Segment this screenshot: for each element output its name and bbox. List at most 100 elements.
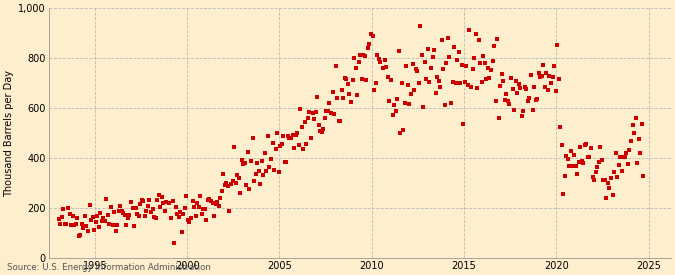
- Point: [195, 194, 206, 199]
- Point: [196, 212, 207, 216]
- Point: [421, 77, 432, 81]
- Point: [81, 224, 92, 229]
- Point: [560, 174, 570, 178]
- Point: [184, 220, 195, 224]
- Point: [475, 60, 485, 65]
- Point: [370, 81, 381, 85]
- Point: [443, 36, 454, 40]
- Point: [321, 109, 332, 114]
- Point: [618, 155, 628, 159]
- Point: [180, 205, 190, 210]
- Point: [59, 222, 70, 226]
- Point: [436, 38, 447, 42]
- Point: [213, 204, 224, 208]
- Point: [496, 72, 507, 76]
- Point: [395, 131, 406, 135]
- Point: [347, 78, 358, 82]
- Point: [88, 227, 99, 232]
- Point: [361, 78, 372, 82]
- Point: [263, 134, 273, 138]
- Point: [529, 85, 539, 90]
- Point: [157, 195, 167, 200]
- Point: [583, 155, 593, 159]
- Point: [545, 81, 556, 85]
- Point: [229, 145, 240, 149]
- Point: [360, 53, 371, 58]
- Point: [538, 63, 549, 67]
- Point: [90, 219, 101, 224]
- Point: [515, 86, 526, 90]
- Point: [610, 151, 621, 155]
- Point: [256, 158, 267, 163]
- Point: [107, 223, 118, 227]
- Point: [315, 129, 325, 133]
- Point: [253, 169, 264, 173]
- Point: [130, 205, 141, 210]
- Point: [104, 222, 115, 226]
- Point: [612, 174, 622, 179]
- Point: [506, 76, 516, 81]
- Point: [526, 73, 537, 78]
- Point: [302, 116, 313, 120]
- Point: [335, 119, 346, 123]
- Point: [587, 175, 598, 180]
- Point: [278, 133, 289, 138]
- Point: [259, 151, 270, 155]
- Point: [61, 222, 72, 226]
- Point: [123, 216, 134, 220]
- Point: [298, 147, 308, 151]
- Point: [84, 203, 95, 207]
- Point: [333, 119, 344, 123]
- Point: [385, 78, 396, 82]
- Point: [206, 199, 217, 204]
- Point: [97, 219, 107, 223]
- Point: [235, 191, 246, 195]
- Point: [495, 84, 506, 88]
- Point: [410, 67, 421, 72]
- Point: [255, 182, 266, 186]
- Point: [598, 177, 609, 182]
- Point: [423, 46, 433, 51]
- Point: [387, 112, 398, 117]
- Point: [461, 64, 472, 69]
- Point: [378, 66, 389, 71]
- Point: [601, 196, 612, 200]
- Point: [352, 93, 362, 98]
- Point: [581, 142, 592, 146]
- Point: [171, 212, 182, 216]
- Point: [99, 219, 110, 223]
- Point: [362, 46, 373, 50]
- Point: [592, 165, 603, 169]
- Point: [312, 94, 323, 99]
- Point: [614, 163, 624, 167]
- Point: [381, 65, 392, 70]
- Point: [103, 213, 113, 217]
- Point: [573, 160, 584, 164]
- Point: [638, 174, 649, 178]
- Point: [473, 38, 484, 43]
- Point: [247, 136, 258, 140]
- Point: [113, 209, 124, 214]
- Point: [456, 63, 467, 68]
- Point: [69, 222, 80, 227]
- Point: [419, 60, 430, 65]
- Point: [158, 200, 169, 205]
- Point: [568, 152, 579, 157]
- Point: [319, 116, 330, 120]
- Point: [75, 232, 86, 237]
- Point: [212, 200, 223, 204]
- Point: [223, 184, 234, 189]
- Point: [244, 187, 255, 192]
- Point: [284, 136, 295, 140]
- Point: [275, 144, 286, 148]
- Point: [415, 24, 426, 28]
- Point: [518, 109, 529, 113]
- Point: [547, 75, 558, 79]
- Point: [246, 159, 256, 163]
- Point: [502, 98, 513, 103]
- Point: [516, 114, 527, 118]
- Point: [464, 28, 475, 32]
- Point: [217, 189, 227, 193]
- Point: [575, 145, 586, 149]
- Point: [406, 92, 416, 96]
